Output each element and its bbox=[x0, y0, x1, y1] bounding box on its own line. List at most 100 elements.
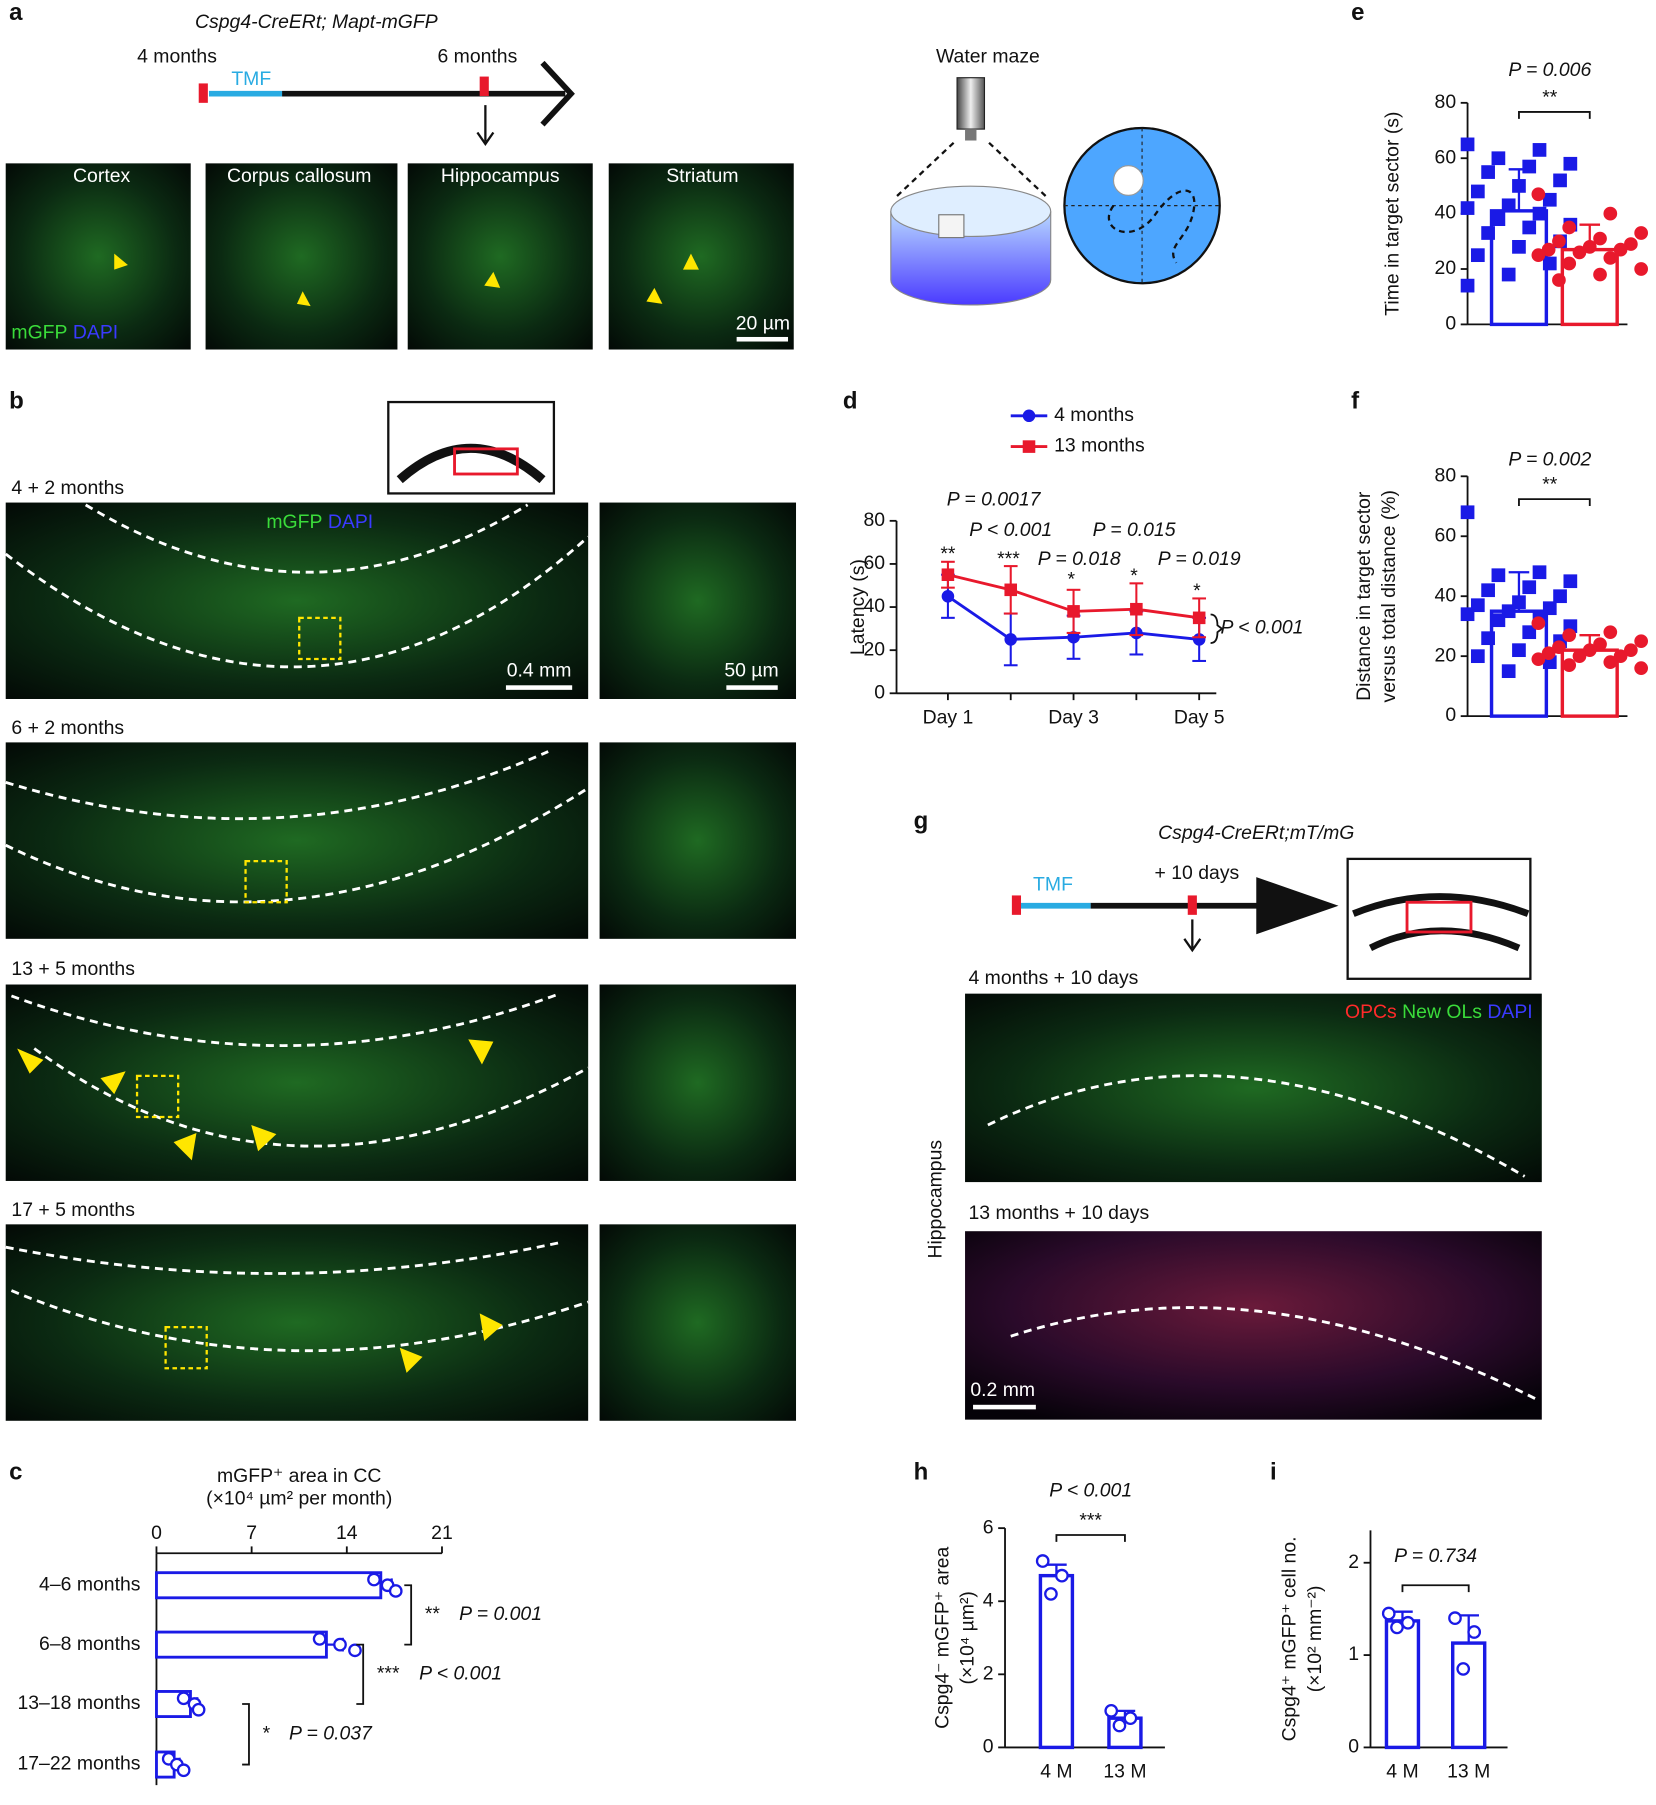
y-tick-label: 40 bbox=[864, 595, 886, 617]
scale-bar bbox=[726, 685, 778, 690]
p-value: P = 0.019 bbox=[1158, 548, 1241, 570]
cc-outline bbox=[5, 1241, 589, 1353]
micrograph bbox=[5, 742, 589, 939]
data-point bbox=[1390, 1620, 1404, 1635]
x-tick-label: 13 M bbox=[1447, 1761, 1490, 1783]
data-point bbox=[1532, 206, 1547, 221]
view-line bbox=[895, 141, 955, 198]
significance: *** bbox=[997, 548, 1020, 570]
stain: DAPI bbox=[328, 511, 373, 533]
genotype: Cspg4-CreERt; Mapt-mGFP bbox=[195, 11, 438, 33]
y-tick-label: 4 bbox=[983, 1589, 994, 1611]
data-point bbox=[1192, 611, 1206, 625]
axis-title: mGFP⁺ area in CC bbox=[217, 1465, 381, 1487]
data-point bbox=[1613, 649, 1628, 664]
data-point bbox=[176, 1763, 191, 1778]
data-point bbox=[1460, 278, 1475, 293]
y-tick-label: 6–8 months bbox=[39, 1633, 140, 1655]
data-point bbox=[1603, 251, 1618, 265]
roi-box bbox=[1405, 900, 1473, 934]
data-point bbox=[1603, 206, 1618, 221]
brain-schematic bbox=[1346, 857, 1532, 980]
data-point bbox=[1541, 242, 1556, 257]
data-point bbox=[1542, 256, 1557, 271]
data-point bbox=[1593, 267, 1607, 282]
p-value: P = 0.002 bbox=[1508, 448, 1591, 470]
micrograph bbox=[599, 1224, 797, 1421]
p-value: P = 0.734 bbox=[1394, 1545, 1477, 1567]
data-point bbox=[1552, 273, 1566, 287]
data-point bbox=[312, 1632, 327, 1646]
y-axis-label: Time in target sector (s) bbox=[1381, 112, 1403, 316]
camera-lens bbox=[965, 129, 977, 141]
data-point bbox=[1542, 601, 1557, 616]
x-tick-label: 13 M bbox=[1103, 1761, 1146, 1783]
data-point bbox=[1522, 625, 1537, 640]
data-point bbox=[1467, 1625, 1482, 1639]
significance: ** bbox=[940, 543, 956, 565]
data-point bbox=[1491, 151, 1506, 166]
y-axis-label: Cspg4⁺ mGFP⁺ cell no. bbox=[1279, 1536, 1301, 1741]
bracket bbox=[1055, 1534, 1126, 1542]
data-point bbox=[1456, 1662, 1471, 1676]
data-point bbox=[1055, 1568, 1069, 1583]
micrograph bbox=[407, 163, 593, 350]
data-point bbox=[348, 1643, 362, 1658]
data-point bbox=[1004, 633, 1018, 646]
data-point bbox=[1553, 589, 1567, 604]
data-point bbox=[1501, 198, 1516, 213]
row-label: 6 + 2 months bbox=[11, 717, 124, 739]
region-label: Hippocampus bbox=[925, 1140, 947, 1259]
data-point bbox=[1613, 242, 1628, 257]
arrowhead bbox=[1256, 877, 1339, 935]
data-point bbox=[1634, 226, 1649, 240]
data-point bbox=[1460, 201, 1475, 215]
y-tick-label: 40 bbox=[1435, 584, 1457, 606]
x-tick-label: 7 bbox=[246, 1522, 257, 1544]
arrowhead-marker bbox=[100, 1071, 126, 1095]
y-tick-label: 13–18 months bbox=[17, 1692, 140, 1714]
significance: * bbox=[263, 1722, 271, 1744]
y-tick-label: 4–6 months bbox=[39, 1573, 140, 1595]
genotype: Cspg4-CreERt;mT/mG bbox=[1158, 822, 1354, 844]
data-point bbox=[1022, 440, 1036, 453]
data-point bbox=[1634, 661, 1649, 676]
swim-path bbox=[1107, 189, 1196, 264]
y-tick-label: 80 bbox=[1435, 464, 1457, 486]
row-label: 13 months + 10 days bbox=[968, 1202, 1149, 1224]
p-value: P = 0.037 bbox=[289, 1722, 373, 1744]
p-value: P = 0.006 bbox=[1508, 59, 1591, 81]
x-tick-label: 4 M bbox=[1040, 1761, 1072, 1783]
data-point bbox=[1512, 643, 1526, 658]
panel-letter: c bbox=[9, 1459, 22, 1486]
data-point bbox=[1512, 595, 1526, 610]
micrograph bbox=[599, 502, 797, 699]
data-point bbox=[1522, 159, 1537, 174]
x-tick-label: Day 1 bbox=[923, 707, 974, 729]
significance: ** bbox=[425, 1603, 441, 1625]
y-tick-label: 1 bbox=[1348, 1643, 1359, 1665]
p-value: P < 0.001 bbox=[419, 1662, 502, 1684]
data-point bbox=[176, 1691, 191, 1706]
cc-outline bbox=[10, 992, 589, 1148]
data-point bbox=[1603, 655, 1618, 670]
data-point bbox=[1481, 226, 1495, 240]
timeline-label: 6 months bbox=[437, 45, 517, 67]
platform bbox=[938, 214, 965, 239]
row-label: 4 months + 10 days bbox=[968, 967, 1138, 989]
bar bbox=[155, 1630, 328, 1659]
arrowhead-marker bbox=[296, 291, 311, 307]
micrograph bbox=[965, 993, 1542, 1183]
data-point bbox=[1481, 165, 1495, 179]
bar bbox=[1450, 1641, 1487, 1750]
panel-letter: e bbox=[1351, 0, 1364, 26]
panel-letter: h bbox=[914, 1459, 929, 1486]
data-point bbox=[1553, 173, 1567, 188]
panel-letter: a bbox=[9, 0, 23, 26]
y-tick-label: 0 bbox=[874, 681, 885, 703]
data-point bbox=[1562, 220, 1577, 235]
data-point bbox=[1067, 605, 1080, 618]
treatment-label: TMF bbox=[1033, 873, 1073, 895]
micrograph bbox=[608, 163, 794, 350]
significance: ** bbox=[1542, 474, 1558, 496]
